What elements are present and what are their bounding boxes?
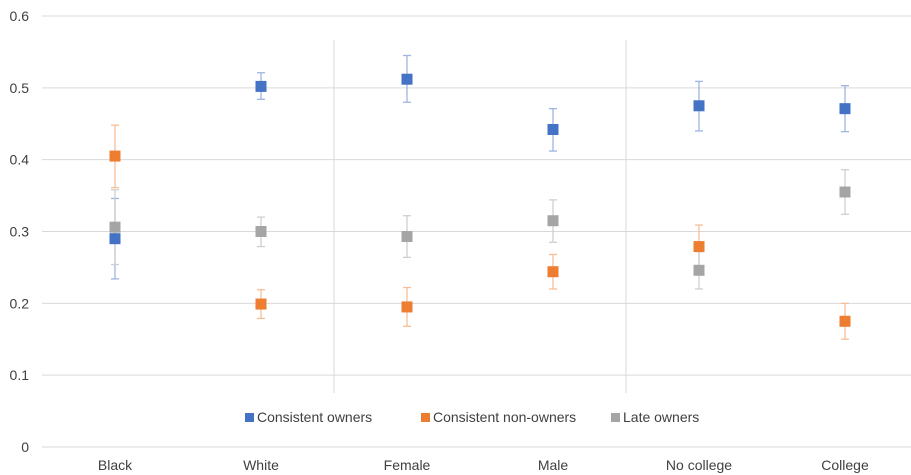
y-tick-label: 0.4 xyxy=(10,152,30,168)
error-bars xyxy=(111,54,849,340)
data-point xyxy=(547,266,559,278)
data-point xyxy=(839,315,851,327)
data-point xyxy=(255,80,267,92)
y-tick-label: 0.2 xyxy=(10,295,30,311)
x-tick-label: White xyxy=(243,457,279,473)
legend-swatch xyxy=(245,413,254,422)
data-point xyxy=(255,226,267,237)
legend-item: Consistent owners xyxy=(245,409,372,425)
y-tick-label: 0.1 xyxy=(10,367,30,383)
data-point xyxy=(401,73,413,85)
legend-label: Consistent owners xyxy=(257,409,372,425)
x-axis-ticks: Black White Female Male No college College xyxy=(98,457,869,473)
data-markers xyxy=(109,73,851,327)
legend-label: Late owners xyxy=(623,409,699,425)
data-point xyxy=(109,221,121,233)
data-point xyxy=(109,233,121,245)
x-tick-label: Black xyxy=(98,457,133,473)
data-point xyxy=(401,231,413,243)
y-tick-label: 0.5 xyxy=(10,80,30,96)
legend: Consistent owners Consistent non-owners La… xyxy=(245,409,699,425)
data-point xyxy=(693,241,705,253)
group-dividers xyxy=(333,40,627,393)
data-point xyxy=(839,186,851,198)
legend-swatch xyxy=(421,413,430,422)
gridlines xyxy=(42,15,911,448)
x-tick-label: Male xyxy=(538,457,569,473)
data-point xyxy=(839,103,851,115)
data-point xyxy=(109,150,121,162)
y-tick-label: 0.3 xyxy=(10,224,30,240)
data-point xyxy=(255,298,267,310)
y-tick-label: 0 xyxy=(21,439,29,455)
data-point xyxy=(401,301,413,313)
y-tick-label: 0.6 xyxy=(10,8,30,24)
data-point xyxy=(693,100,705,112)
data-point xyxy=(693,264,705,276)
legend-item: Consistent non-owners xyxy=(421,409,576,425)
x-tick-label: Female xyxy=(384,457,431,473)
legend-swatch xyxy=(611,413,620,422)
y-axis-ticks: 0 0.1 0.2 0.3 0.4 0.5 0.6 xyxy=(10,8,30,455)
legend-item: Late owners xyxy=(611,409,699,425)
data-point xyxy=(547,123,559,135)
data-point xyxy=(547,215,559,227)
legend-label: Consistent non-owners xyxy=(433,409,576,425)
x-tick-label: No college xyxy=(666,457,732,473)
x-tick-label: College xyxy=(821,457,869,473)
